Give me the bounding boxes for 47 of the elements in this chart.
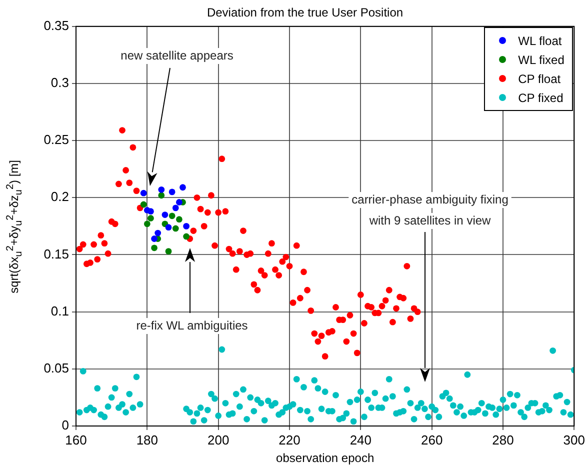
y-tick-label: 0 xyxy=(62,418,69,433)
x-tick-label: 260 xyxy=(420,432,443,448)
point xyxy=(176,199,182,206)
x-tick-label: 240 xyxy=(350,432,372,448)
point xyxy=(176,216,182,223)
point xyxy=(183,223,190,230)
x-tick-label: 180 xyxy=(136,432,158,448)
point xyxy=(183,233,190,240)
point xyxy=(144,220,150,228)
x-tick-label: 220 xyxy=(278,432,300,448)
point xyxy=(158,186,165,193)
point xyxy=(172,225,179,232)
legend-label: CP float xyxy=(518,72,561,86)
point xyxy=(180,184,186,191)
y-tick-label: 0.3 xyxy=(50,75,69,90)
legend-label: WL fixed xyxy=(518,52,564,67)
annotation: carrier-phase ambiguity fixing with 9 satellites in view xyxy=(352,192,508,228)
annotation: new satellite appears xyxy=(120,48,234,62)
point xyxy=(140,190,147,196)
point xyxy=(162,212,168,218)
point xyxy=(158,192,165,199)
x-tick-label: 200 xyxy=(207,432,230,448)
point xyxy=(140,201,147,208)
point xyxy=(148,208,154,215)
point xyxy=(151,236,158,242)
x-tick-label: 160 xyxy=(65,432,87,448)
x-tick-label: 300 xyxy=(563,432,586,448)
y-tick-label: 0.25 xyxy=(44,132,69,148)
point xyxy=(165,224,172,231)
point xyxy=(151,244,158,252)
point xyxy=(168,212,176,220)
point xyxy=(148,215,154,222)
point xyxy=(168,188,176,196)
y-tick-label: 0.1 xyxy=(50,303,69,318)
x-tick-label: 280 xyxy=(492,432,514,448)
y-tick-label: 0.35 xyxy=(44,18,69,33)
x-axis-title: observation epoch xyxy=(276,451,374,466)
legend-label: WL float xyxy=(518,34,562,48)
point xyxy=(165,248,172,255)
y-tick-label: 0.05 xyxy=(44,360,69,376)
chart-title: Deviation from the true User Position xyxy=(206,6,404,20)
y-tick-label: 0.15 xyxy=(44,246,69,262)
annotation: re-fix WL ambiguities xyxy=(136,318,248,332)
point xyxy=(172,204,179,212)
legend-label: CP fixed xyxy=(518,90,564,105)
y-tick-label: 0.2 xyxy=(50,189,69,204)
point xyxy=(154,230,162,236)
